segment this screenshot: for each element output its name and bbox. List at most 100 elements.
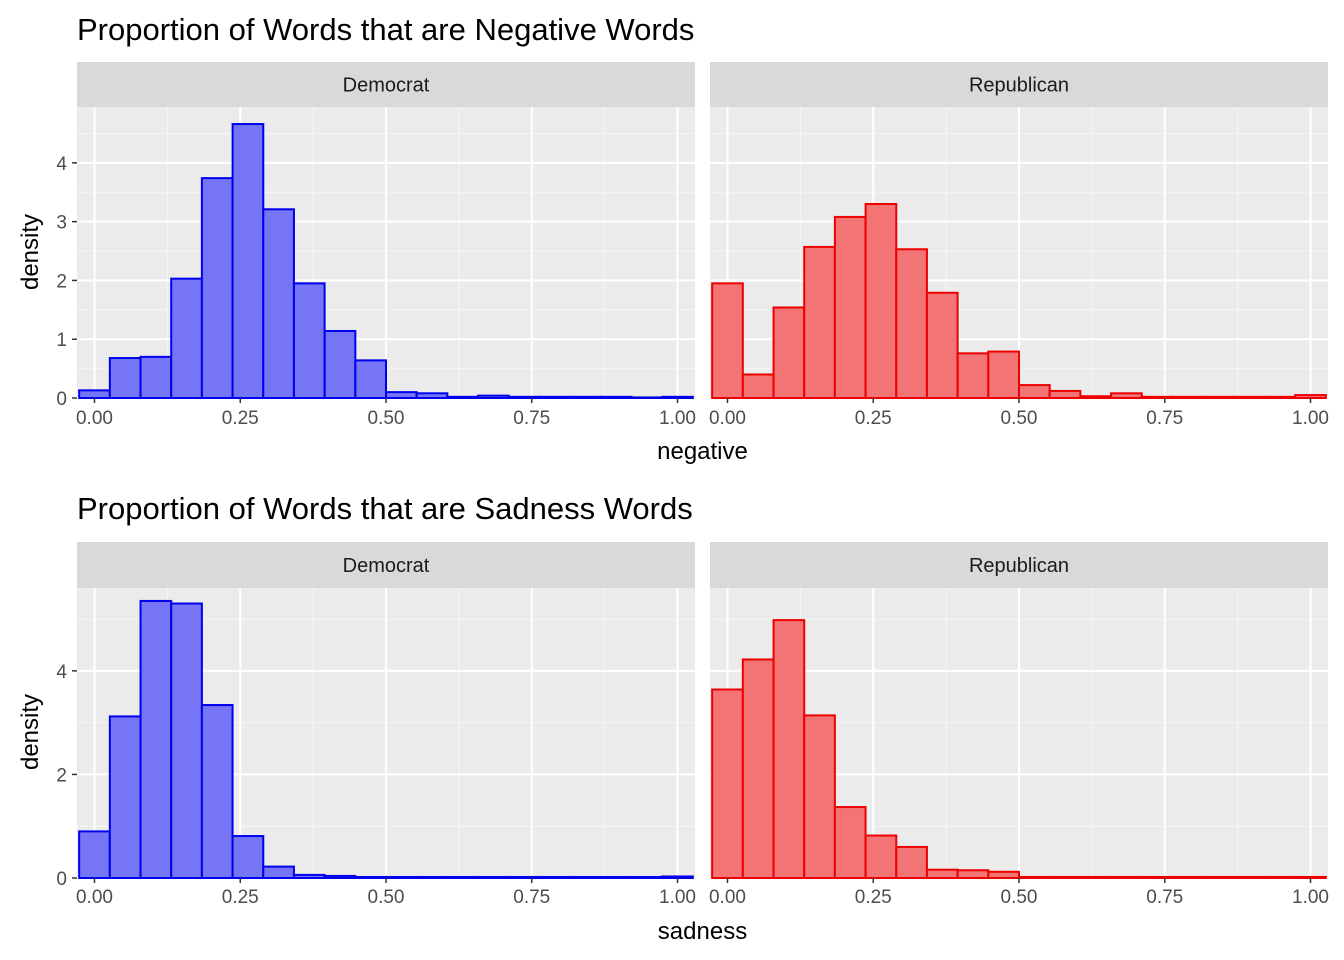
histogram-bar (1018, 875, 1051, 880)
histogram-bar (741, 373, 775, 400)
x-tick-label: 0.00 (76, 408, 113, 429)
x-tick-label: 0.50 (1001, 887, 1038, 908)
x-tick-label: 0.00 (709, 408, 746, 429)
histogram-bar (78, 389, 111, 399)
x-tick-label: 1.00 (1292, 408, 1329, 429)
x-tick-label: 0.25 (222, 887, 259, 908)
histogram-bar (200, 177, 234, 399)
facet-strip-label: Democrat (343, 75, 430, 97)
histogram-bar (446, 875, 480, 880)
histogram-bar (803, 245, 836, 399)
y-tick-label: 4 (56, 662, 67, 683)
histogram-bar (354, 359, 388, 400)
x-tick-label: 1.00 (1292, 887, 1329, 908)
histogram-bar (415, 875, 449, 880)
histogram-bar (1079, 875, 1113, 880)
histogram-bar (538, 875, 572, 880)
histogram-bar (170, 602, 203, 879)
histogram-bar (1048, 389, 1082, 400)
histogram-bar (507, 875, 541, 880)
histogram-bar (139, 599, 173, 879)
histogram-bar (599, 875, 633, 880)
x-tick-label: 0.75 (513, 408, 550, 429)
x-tick-label: 0.25 (222, 408, 259, 429)
x-axis-title: negative (657, 438, 748, 465)
chart-1: Proportion of Words that are Negative Wo… (17, 12, 1329, 465)
x-tick-label: 1.00 (659, 408, 696, 429)
y-tick-label: 1 (56, 330, 67, 351)
histogram-bar (200, 704, 234, 879)
histogram-bar (1140, 875, 1174, 880)
histogram-bar (1294, 394, 1327, 400)
histogram-bar (1171, 875, 1205, 880)
x-tick-label: 0.75 (1146, 887, 1183, 908)
histogram-bar (385, 391, 418, 400)
histogram-bar (772, 306, 806, 400)
histogram-bar (1079, 395, 1113, 399)
y-tick-label: 2 (56, 271, 67, 292)
y-axis-title: density (17, 694, 44, 770)
histogram-bar (323, 329, 357, 399)
histogram-bar (1202, 395, 1235, 400)
histogram-bar (231, 835, 265, 880)
y-tick-label: 0 (56, 389, 67, 410)
panel-democrat: Democrat 0.00 0.25 0.50 0.75 1.00 0 2 4 (56, 542, 696, 908)
x-tick-label: 0.50 (1001, 408, 1038, 429)
facet-strip-label: Republican (969, 555, 1069, 577)
histogram-bar (569, 875, 602, 880)
histogram-bar (231, 123, 265, 399)
x-tick-label: 0.25 (855, 408, 892, 429)
histogram-bar (262, 865, 295, 879)
facet-strip-label: Democrat (343, 555, 430, 577)
x-tick-label: 0.75 (513, 887, 550, 908)
x-tick-label: 0.50 (368, 887, 405, 908)
histogram-bar (833, 215, 867, 399)
histogram-bar (741, 658, 775, 880)
histogram-bar (895, 845, 928, 880)
histogram-bar (803, 714, 836, 880)
y-tick-label: 2 (56, 765, 67, 786)
y-axis-title: density (17, 214, 44, 290)
histogram-bar (987, 350, 1020, 400)
histogram-bar (292, 282, 326, 400)
histogram-bar (711, 282, 744, 400)
histogram-bar (507, 395, 541, 400)
chart-title: Proportion of Words that are Sadness Wor… (77, 491, 693, 526)
histogram-bar (446, 395, 480, 400)
histogram-bar (477, 394, 510, 400)
histogram-bar (833, 806, 867, 880)
histogram-bar (772, 619, 806, 879)
x-tick-label: 0.00 (709, 887, 746, 908)
histogram-bar (1232, 395, 1266, 400)
histogram-bar (1110, 392, 1143, 399)
histogram-bar (1232, 875, 1266, 880)
histogram-bar (925, 291, 959, 399)
histogram-bar (864, 203, 898, 399)
histogram-bar (864, 834, 898, 879)
facet-strip-label: Republican (969, 75, 1069, 97)
histogram-bar (1110, 875, 1143, 880)
histogram-bar (108, 715, 142, 880)
histogram-bar (1171, 395, 1205, 400)
histogram-bar (385, 875, 418, 880)
histogram-bar (895, 248, 928, 399)
histogram-bar (956, 869, 990, 879)
y-tick-label: 3 (56, 213, 67, 234)
histogram-bar (1018, 384, 1051, 400)
histogram-bar (599, 395, 633, 400)
histogram-bar (1263, 875, 1297, 880)
histogram-bar (477, 875, 510, 880)
histogram-bar (262, 208, 295, 399)
chart-2: Proportion of Words that are Sadness Wor… (17, 491, 1329, 945)
facet-strip (710, 62, 1328, 107)
histogram-bar (711, 688, 744, 879)
histogram-bar (956, 352, 990, 399)
histogram-bar (323, 874, 357, 880)
histogram-bar (661, 875, 694, 879)
histogram-bar (108, 357, 142, 399)
histogram-bar (292, 873, 326, 880)
histogram-bar (139, 355, 173, 399)
histogram-bar (78, 830, 111, 880)
x-tick-label: 0.00 (76, 887, 113, 908)
